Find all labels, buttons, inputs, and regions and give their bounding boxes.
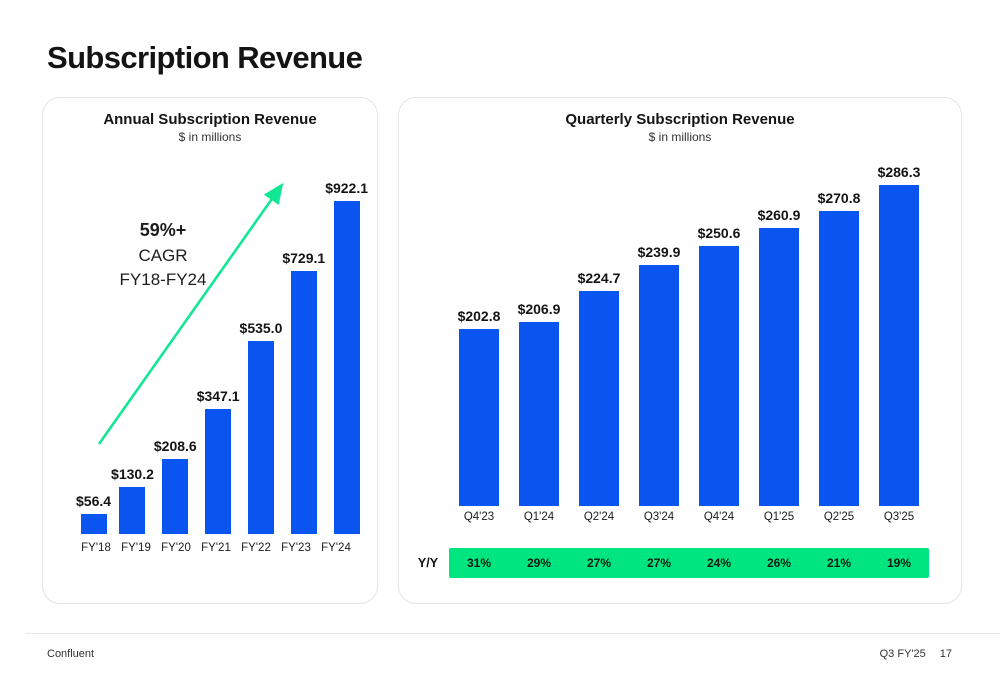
- category-label: FY'22: [241, 542, 271, 554]
- category-label: Q2'25: [823, 511, 855, 523]
- quarterly-revenue-panel: Quarterly Subscription Revenue $ in mill…: [398, 97, 962, 604]
- category-label: FY'24: [321, 542, 351, 554]
- bar: [205, 408, 232, 534]
- bar: [519, 321, 559, 506]
- chart-subtitle: $ in millions: [178, 130, 242, 144]
- category-label: Q4'24: [703, 511, 735, 523]
- bar: [119, 487, 146, 534]
- yoy-row-label: Y/Y: [417, 556, 439, 570]
- bar-column: $206.9: [509, 161, 569, 506]
- category-row: Q4'23 Q1'24 Q2'24 Q3'24 Q4'24 Q1'25 Q2'25 Q3'25: [449, 511, 929, 523]
- cagr-label: CAGR: [138, 245, 188, 265]
- bar: [639, 264, 679, 506]
- bar: [579, 290, 619, 506]
- bar-value-label: $347.1: [196, 387, 240, 404]
- yoy-cell: 26%: [766, 556, 792, 570]
- bar: [879, 184, 919, 506]
- category-label: Q1'24: [523, 511, 555, 523]
- yoy-cell: 19%: [886, 556, 912, 570]
- bar-column: $130.2: [111, 173, 154, 534]
- bar: [333, 201, 360, 534]
- category-label: Q1'25: [763, 511, 795, 523]
- yoy-cell: 24%: [706, 556, 732, 570]
- bar-column: $270.8: [809, 161, 869, 506]
- bar-value-label: $202.8: [457, 307, 501, 324]
- category-row: FY'18 FY'19 FY'20 FY'21 FY'22 FY'23 FY'24: [76, 542, 356, 554]
- bar: [819, 211, 859, 506]
- yoy-band: 31% 29% 27% 27% 24% 26% 21% 19%: [449, 548, 929, 578]
- bar-column: $202.8: [449, 161, 509, 506]
- bar: [290, 270, 317, 534]
- category-label: Q3'24: [643, 511, 675, 523]
- bar-column: $729.1: [282, 173, 325, 534]
- chart-title: Quarterly Subscription Revenue: [565, 111, 795, 128]
- cagr-annotation: 59%+ CAGR FY18-FY24: [96, 218, 230, 292]
- yoy-cell: 21%: [826, 556, 852, 570]
- bar-value-label: $260.9: [757, 207, 801, 224]
- bar-value-label: $130.2: [111, 466, 154, 482]
- annual-revenue-panel: Annual Subscription Revenue $ in million…: [42, 97, 378, 604]
- footer-page-number: 17: [939, 648, 952, 660]
- category-label: Q3'25: [883, 511, 915, 523]
- bar-value-label: $206.9: [517, 300, 561, 317]
- bar-column: $56.4: [76, 173, 111, 534]
- bar-value-label: $729.1: [282, 249, 326, 266]
- category-label: FY'19: [121, 542, 151, 554]
- cagr-range: FY18-FY24: [119, 269, 207, 289]
- category-label: FY'20: [161, 542, 191, 554]
- category-label: FY'23: [281, 542, 311, 554]
- bar-value-label: $208.6: [153, 437, 197, 454]
- category-label: Q4'23: [463, 511, 495, 523]
- footer-brand: Confluent: [47, 648, 95, 660]
- bar: [459, 328, 499, 506]
- bar-column: $535.0: [239, 173, 283, 534]
- cagr-value: 59%+: [139, 220, 187, 240]
- bar-column: $347.1: [197, 173, 240, 534]
- bar: [247, 340, 274, 534]
- bar-column: $239.9: [629, 161, 689, 506]
- bar: [162, 458, 189, 534]
- yoy-cell: 29%: [526, 556, 552, 570]
- bar-column: $286.3: [869, 161, 929, 506]
- bar-value-label: $224.7: [577, 269, 621, 286]
- yoy-cell: 27%: [586, 556, 612, 570]
- bar-column: $208.6: [154, 173, 197, 534]
- category-label: Q2'24: [583, 511, 615, 523]
- bar-value-label: $250.6: [697, 225, 741, 242]
- bars: $56.4 $130.2 $208.6 $347.1 $535.0 $729.1 $922.…: [76, 173, 368, 534]
- bar-column: $260.9: [749, 161, 809, 506]
- bar-column: $250.6: [689, 161, 749, 506]
- bar-value-label: $239.9: [637, 243, 681, 260]
- bar-value-label: $270.8: [817, 190, 861, 207]
- bar: [80, 513, 107, 534]
- bar-column: $922.1: [325, 173, 368, 534]
- bar-value-label: $535.0: [239, 319, 283, 336]
- footer-period: Q3 FY'25: [879, 648, 926, 660]
- yoy-cell: 31%: [466, 556, 492, 570]
- bar-value-label: $922.1: [325, 180, 369, 197]
- footer-divider: [25, 633, 1000, 634]
- bar-column: $224.7: [569, 161, 629, 506]
- bar: [759, 228, 799, 506]
- chart-title: Annual Subscription Revenue: [103, 111, 317, 128]
- bars: $202.8 $206.9 $224.7 $239.9 $250.6 $260.9 $270…: [449, 161, 929, 506]
- page-title: Subscription Revenue: [47, 40, 363, 75]
- chart-subtitle: $ in millions: [648, 130, 712, 144]
- category-label: FY'18: [81, 542, 111, 554]
- footer-meta: Q3 FY'25 17: [880, 648, 952, 660]
- category-label: FY'21: [201, 542, 231, 554]
- bar-value-label: $286.3: [877, 163, 921, 180]
- bar-value-label: $56.4: [76, 492, 112, 509]
- yoy-cell: 27%: [646, 556, 672, 570]
- bar: [699, 246, 739, 506]
